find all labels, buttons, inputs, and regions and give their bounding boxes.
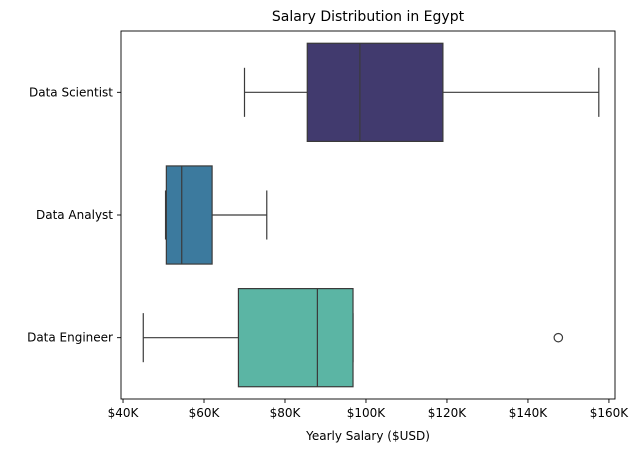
y-tick-label: Data Analyst [36, 208, 113, 222]
x-tick-label: $100K [347, 406, 387, 420]
x-axis: $40K $60K $80K $100K $120K $140K $160K [108, 399, 630, 420]
x-tick-label: $140K [509, 406, 549, 420]
box-group [142, 288, 564, 388]
x-tick-label: $60K [189, 406, 221, 420]
iqr-box [165, 165, 213, 265]
plot-area [142, 42, 600, 388]
x-tick-label: $160K [590, 406, 630, 420]
x-tick-label: $40K [108, 406, 140, 420]
outlier-point [553, 332, 564, 343]
x-tick-label: $120K [428, 406, 468, 420]
iqr-box [237, 288, 354, 388]
iqr-box [306, 42, 444, 142]
box-group [243, 42, 600, 142]
x-tick-label: $80K [270, 406, 302, 420]
box-group [164, 165, 268, 265]
y-tick-label: Data Scientist [29, 85, 113, 99]
chart-title: Salary Distribution in Egypt [272, 9, 465, 25]
x-axis-label: Yearly Salary ($USD) [305, 429, 430, 443]
y-axis: Data Scientist Data Analyst Data Engineer [27, 85, 121, 345]
y-tick-label: Data Engineer [27, 331, 113, 345]
